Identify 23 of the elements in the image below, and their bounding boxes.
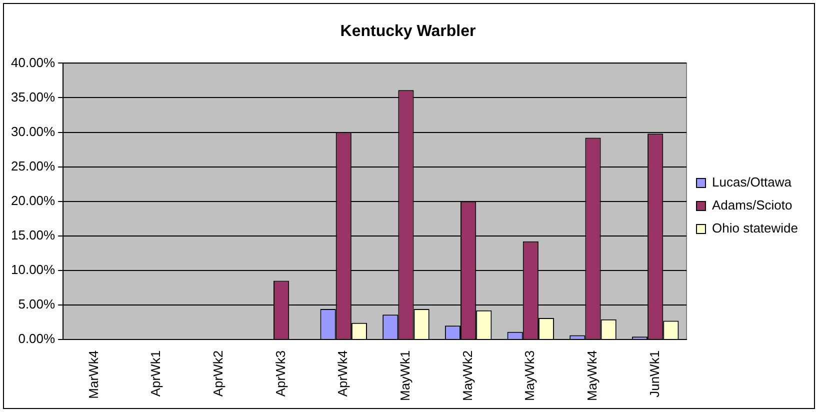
y-tick-label: 0.00% [18, 331, 56, 346]
x-tick-label: MayWk1 [398, 350, 413, 402]
legend-label: Adams/Scioto [712, 198, 792, 213]
x-tick-label: AprWk2 [210, 350, 226, 397]
chart-title: Kentucky Warbler [340, 23, 476, 40]
y-tick-label: 30.00% [10, 124, 56, 139]
x-tick-label: MayWk3 [522, 350, 538, 402]
x-tick-label: AprWk4 [335, 350, 350, 397]
x-tick-label: MayWk2 [460, 350, 475, 402]
x-tick-label: MayWk4 [584, 350, 600, 402]
y-tick-label: 35.00% [10, 89, 56, 104]
y-tick-label: 40.00% [10, 54, 56, 70]
y-tick-label: 10.00% [10, 262, 56, 277]
legend-label: Ohio statewide [712, 220, 798, 236]
x-tick-label: MarWk4 [86, 350, 101, 399]
y-tick-label: 5.00% [18, 296, 56, 312]
x-tick-label: AprWk1 [148, 350, 164, 397]
x-tick-label: JunWk1 [646, 350, 662, 398]
y-tick-label: 25.00% [10, 158, 56, 174]
y-tick-label: 15.00% [10, 227, 56, 242]
legend-label: Lucas/Ottawa [712, 174, 792, 190]
y-tick-label: 20.00% [10, 192, 56, 208]
x-tick-label: AprWk3 [272, 350, 288, 397]
